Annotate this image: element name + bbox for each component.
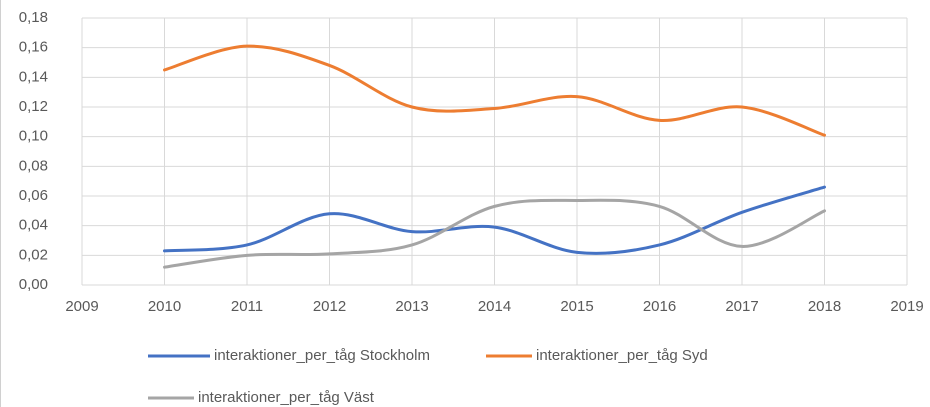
y-tick-label: 0,12 bbox=[19, 98, 48, 115]
legend-label: interaktioner_per_tåg Syd bbox=[536, 347, 708, 364]
x-tick-label: 2009 bbox=[65, 298, 98, 315]
series-line bbox=[163, 185, 826, 255]
legend-label: interaktioner_per_tåg Väst bbox=[198, 389, 375, 406]
x-tick-label: 2013 bbox=[395, 298, 428, 315]
y-tick-label: 0,04 bbox=[19, 217, 48, 234]
y-tick-label: 0,06 bbox=[19, 187, 48, 204]
x-tick-label: 2010 bbox=[148, 298, 181, 315]
legend-label: interaktioner_per_tåg Stockholm bbox=[214, 347, 430, 364]
x-tick-label: 2011 bbox=[231, 298, 263, 315]
x-tick-label: 2012 bbox=[313, 298, 346, 315]
y-tick-label: 0,00 bbox=[19, 276, 48, 293]
x-tick-label: 2019 bbox=[890, 298, 923, 315]
y-tick-label: 0,18 bbox=[19, 9, 48, 26]
x-tick-label: 2017 bbox=[725, 298, 758, 315]
x-tick-label: 2018 bbox=[808, 298, 841, 315]
y-tick-label: 0,14 bbox=[19, 68, 48, 85]
y-tick-label: 0,10 bbox=[19, 128, 48, 145]
x-tick-label: 2016 bbox=[643, 298, 676, 315]
y-tick-label: 0,02 bbox=[19, 246, 48, 263]
series-line bbox=[163, 198, 826, 269]
y-tick-label: 0,08 bbox=[19, 157, 48, 174]
y-tick-label: 0,16 bbox=[19, 39, 48, 56]
series-line bbox=[163, 44, 826, 137]
x-tick-label: 2014 bbox=[478, 298, 511, 315]
x-tick-label: 2015 bbox=[560, 298, 593, 315]
